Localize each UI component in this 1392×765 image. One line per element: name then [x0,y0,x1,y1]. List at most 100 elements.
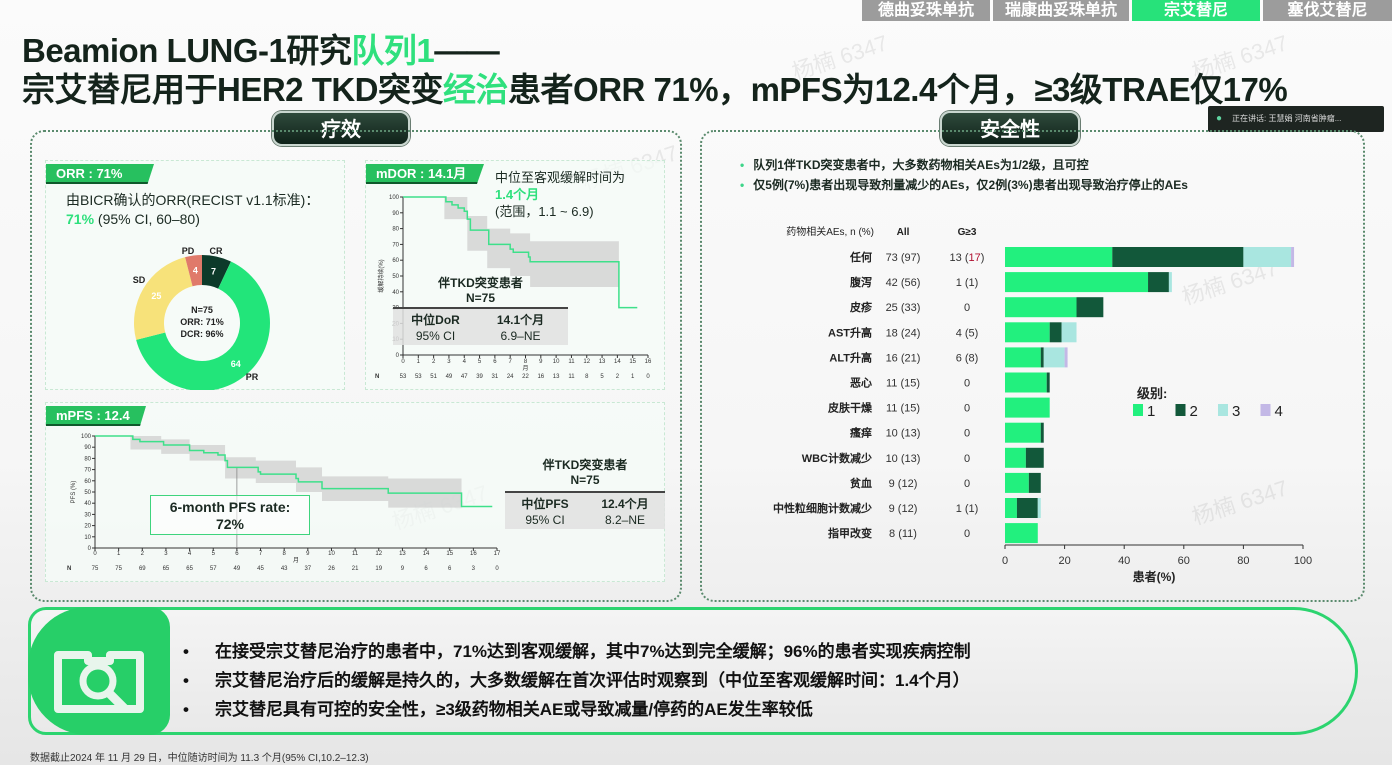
slice-value: 25 [151,291,161,301]
at-risk-count: 13 [553,374,560,380]
x-tick-label: 15 [629,359,636,365]
at-risk-count: 37 [304,566,311,572]
slice-label: PR [246,372,259,382]
tab-sevabertinib[interactable]: 塞伐艾替尼 [1263,0,1392,21]
ae-all-value: 10 (13) [886,453,921,465]
ae-g3-value: 0 [964,403,970,415]
at-risk-count: 49 [446,374,453,380]
ttr-note: 中位至客观缓解时间为 1.4个月 (范围，1.1 ~ 6.9) [495,169,625,220]
ae-stacked-bar-chart: 药物相关AEs, n (%) All G≥3任何 73 (97) 13 (17)腹泻 42… [773,225,1312,584]
ae-all-value: 11 (15) [886,403,920,415]
ae-bar-grade-2 [1148,272,1169,293]
median-label: 中位PFS [521,497,569,511]
efficacy-panel [30,130,682,602]
legend-label: 4 [1275,403,1283,420]
legend-swatch-2 [1175,404,1186,416]
x-tick-label: 2 [432,359,436,365]
dor-tag: mDOR : 14.1月 [366,164,484,184]
x-tick-label: 7 [259,551,263,557]
orr-ci: (95% CI, 60–80) [94,211,200,227]
x-tick-label: 16 [645,359,652,365]
donut-slice-pr [136,261,270,390]
orr-value: 71% [66,211,95,227]
at-risk-count: 24 [507,374,514,380]
x-tick-label: 12 [375,551,382,557]
speaker-text: 正在讲话: 王慧娟 河南省肿瘤... [1232,114,1342,123]
at-risk-label: N [375,374,379,380]
ttr-range: (范围，1.1 ~ 6.9) [495,204,594,219]
y-tick-label: 0 [396,353,400,359]
y-tick-label: 70 [392,242,399,248]
x-tick-label: 6 [235,551,239,557]
ae-all-value: 10 (13) [886,428,921,440]
at-risk-count: 69 [139,566,146,572]
ae-bar-grade-1 [1005,272,1149,293]
x-axis-label: 月 [522,365,528,372]
summary-box [28,607,1358,735]
x-tick-label: 20 [1058,555,1070,567]
ae-bar-grade-3 [1043,347,1065,368]
x-tick-label: 80 [1237,555,1249,567]
y-tick-label: 60 [84,479,91,485]
y-tick-label: 10 [84,535,91,541]
y-tick-label: 50 [84,490,91,496]
title-line-1: Beamion LUNG-1研究队列1—— [22,24,500,72]
at-risk-count: 57 [210,566,217,572]
tab-trastuzumab-rezetecan[interactable]: 瑞康曲妥珠单抗 [993,0,1129,21]
at-risk-count: 26 [328,566,335,572]
donut-slice-pd [185,255,202,287]
tab-zongertinib[interactable]: 宗艾替尼 [1132,0,1260,21]
y-tick-label: 90 [392,211,399,217]
ae-bar-grade-2 [1040,347,1044,368]
km-curve [403,196,638,309]
ae-bar-grade-3 [1061,322,1077,343]
median-label: 中位DoR [411,313,460,327]
y-tick-label: 40 [84,501,91,507]
group-label: 伴TKD突变患者 [542,458,628,472]
x-tick-label: 13 [399,551,406,557]
summary-item: • 宗艾替尼具有可控的安全性，≥3级药物相关AE或导致减量/停药的AE发生率较低 [183,700,813,719]
ae-g3-value: 0 [964,478,970,490]
y-tick-label: 100 [81,434,92,440]
confidence-band [444,197,619,288]
ae-bar-grade-4 [1291,247,1295,267]
at-risk-count: 65 [186,566,193,572]
x-tick-label: 12 [583,359,590,365]
median-value: 12.4个月 [601,497,649,511]
group-n: N=75 [465,291,496,305]
x-tick-label: 17 [494,551,501,557]
ae-category-label: 腹泻 [850,275,872,289]
at-risk-count: 22 [522,374,529,380]
x-tick-label: 1 [417,359,421,365]
book-magnifier-icon [54,651,144,713]
donut-slice-sd [134,257,193,340]
microphone-icon: ● [1216,113,1223,124]
summary-item: • 宗艾替尼治疗后的缓解是持久的，大多数缓解在首次评估时观察到（中位至客观缓解时间… [183,671,970,690]
donut-center-text: N=75 [191,305,213,315]
summary-text: 宗艾替尼具有可控的安全性，≥3级药物相关AE或导致减量/停药的AE发生率较低 [215,700,813,719]
x-tick-label: 4 [463,359,467,365]
summary-icon-badge [28,607,170,735]
x-tick-label: 13 [599,359,606,365]
ae-all-value: 11 (15) [886,378,920,390]
group-n: N=75 [570,473,600,487]
at-risk-count: 21 [352,566,359,572]
at-risk-count: 6 [424,566,428,572]
ae-bar-grade-4 [1064,347,1068,368]
tab-trastuzumab-deruxtecan[interactable]: 德曲妥珠单抗 [862,0,990,21]
ae-all-value: 73 (97) [886,252,921,264]
ae-category-label: 皮疹 [849,300,873,314]
group-label: 伴TKD突变患者 [438,276,523,290]
ae-all-value: 9 (12) [889,478,918,490]
x-tick-label: 15 [446,551,453,557]
x-tick-label: 2 [141,551,145,557]
x-tick-label: 40 [1118,555,1130,567]
y-tick-label: 80 [392,227,399,233]
at-risk-count: 1 [631,374,635,380]
ae-bar-grade-1 [1005,498,1017,518]
x-tick-label: 11 [352,551,359,557]
x-tick-label: 9 [539,359,543,365]
x-tick-label: 10 [553,359,560,365]
section-safety: 安全性 [940,111,1080,146]
x-tick-label: 16 [470,551,477,557]
